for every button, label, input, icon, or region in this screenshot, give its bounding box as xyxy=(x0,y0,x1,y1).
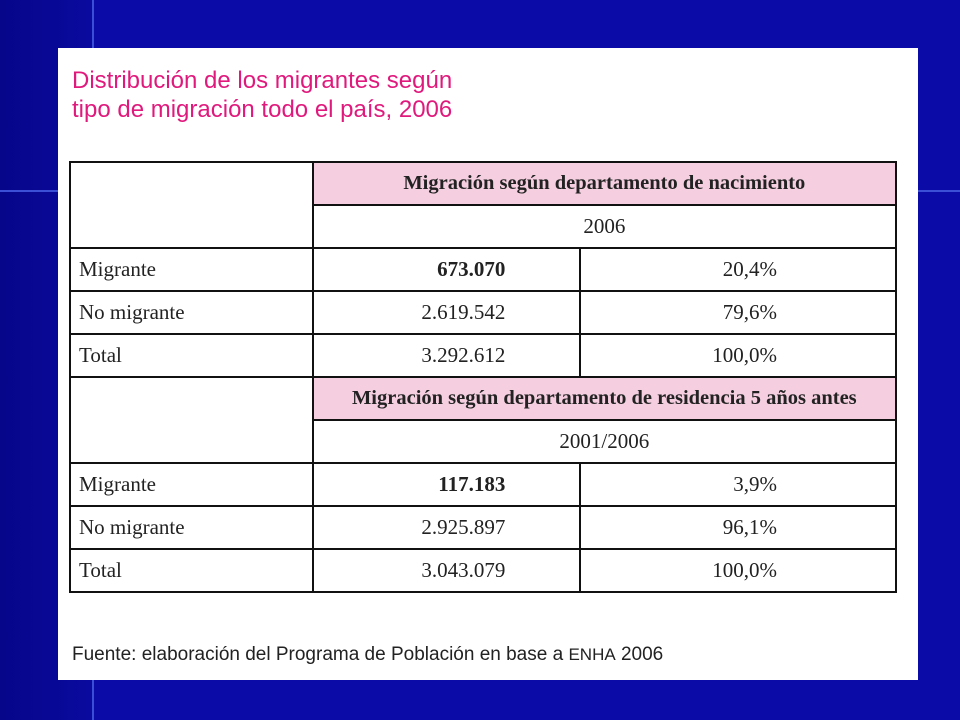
row-label: No migrante xyxy=(69,290,314,335)
source-suffix: 2006 xyxy=(615,644,664,665)
row-value: 3.292.612 xyxy=(311,333,582,378)
section-header-row: Migración según departamento de nacimien… xyxy=(69,161,898,249)
section-header-row: Migración según departamento de residenc… xyxy=(69,376,898,464)
table-row: No migrante 2.925.897 96,1% xyxy=(69,505,897,550)
empty-corner-cell xyxy=(69,161,314,249)
table-row: No migrante 2.619.542 79,6% xyxy=(69,290,897,335)
row-percent: 96,1% xyxy=(579,505,897,550)
row-label: Total xyxy=(69,333,314,378)
row-label: Migrante xyxy=(69,247,314,292)
table-row: Migrante 117.183 3,9% xyxy=(69,462,897,507)
period-cell: 2006 xyxy=(311,204,898,249)
empty-corner-cell xyxy=(69,376,314,464)
section-header-birth: Migración según departamento de nacimien… xyxy=(311,161,898,206)
slide-title: Distribución de los migrantes según tipo… xyxy=(72,66,452,124)
section-period-row: 2006 xyxy=(70,204,898,249)
row-percent: 20,4% xyxy=(579,247,897,292)
row-percent: 3,9% xyxy=(579,462,897,507)
table-row: Total 3.043.079 100,0% xyxy=(69,548,897,593)
section-header-residence: Migración según departamento de residenc… xyxy=(311,376,898,421)
row-value: 117.183 xyxy=(311,462,582,507)
row-value: 673.070 xyxy=(311,247,582,292)
row-label: Migrante xyxy=(69,462,314,507)
row-label: Total xyxy=(69,548,314,593)
row-value: 3.043.079 xyxy=(311,548,582,593)
row-label: No migrante xyxy=(69,505,314,550)
section-period-row: 2001/2006 xyxy=(70,419,898,464)
source-acronym: ENHA xyxy=(568,645,616,664)
table-row: Total 3.292.612 100,0% xyxy=(69,333,897,378)
table-row: Migrante 673.070 20,4% xyxy=(69,247,897,292)
slide-content-panel: Distribución de los migrantes según tipo… xyxy=(58,48,918,680)
row-percent: 100,0% xyxy=(579,333,897,378)
row-value: 2.925.897 xyxy=(311,505,582,550)
source-prefix: Fuente: elaboración del Programa de Pobl… xyxy=(72,644,569,665)
row-percent: 100,0% xyxy=(579,548,897,593)
period-cell: 2001/2006 xyxy=(311,419,898,464)
row-value: 2.619.542 xyxy=(311,290,582,335)
slide-title-line-2: tipo de migración todo el país, 2006 xyxy=(72,96,453,123)
slide-title-line-1: Distribución de los migrantes según xyxy=(72,67,453,94)
row-percent: 79,6% xyxy=(579,290,897,335)
source-note: Fuente: elaboración del Programa de Pobl… xyxy=(72,644,663,666)
migration-table: Migración según departamento de nacimien… xyxy=(69,161,898,593)
